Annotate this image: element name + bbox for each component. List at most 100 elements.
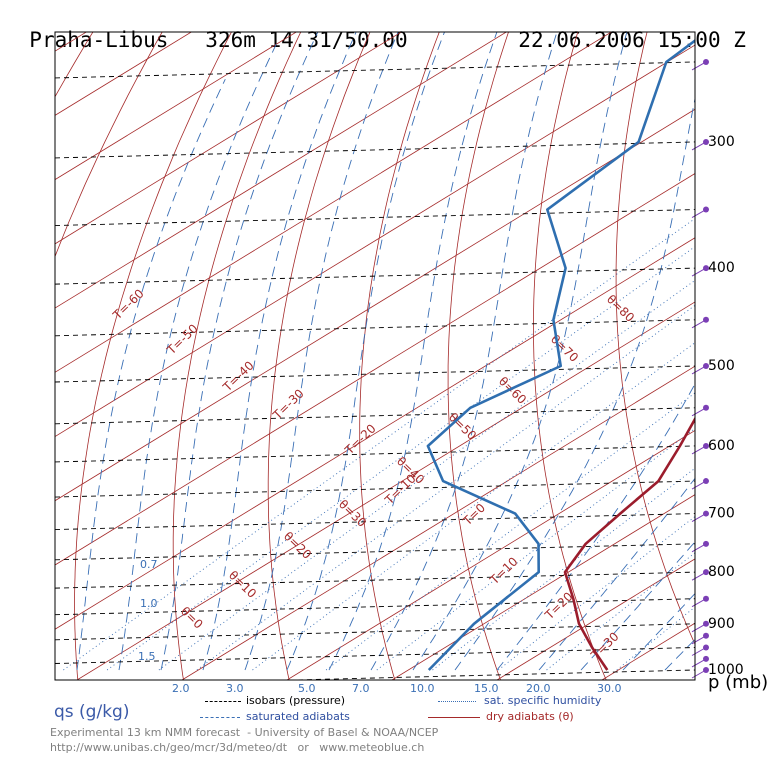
profiles-layer <box>426 38 695 671</box>
wind-barb-staff <box>691 365 707 375</box>
dry-adiabat <box>533 32 607 680</box>
pressure-tick-label: 600 <box>708 438 735 454</box>
saturated-legend-swatch <box>200 717 240 718</box>
grid-layer <box>0 0 784 712</box>
wind-barbs-layer <box>691 58 709 679</box>
isotherm-line <box>55 237 695 630</box>
isotherm-line <box>55 108 695 502</box>
humidity-line <box>106 246 695 671</box>
humidity-small-label: 1.0 <box>140 597 158 610</box>
isobar-line <box>55 598 695 616</box>
isotherm-label: T=10 <box>487 554 521 587</box>
pressure-tick-label: 300 <box>708 134 735 150</box>
pressure-tick-label: 500 <box>708 358 735 374</box>
isotherm-line <box>286 429 695 680</box>
wind-barb-staff <box>691 407 707 417</box>
saturated-adiabat <box>370 32 558 671</box>
profiles-clip <box>426 38 695 671</box>
humidity-tick-label: 7.0 <box>352 682 370 695</box>
wind-barb-staff <box>691 513 707 522</box>
wind-barb-staff <box>691 480 707 490</box>
pressure-tick-label: 700 <box>708 506 735 522</box>
isotherm-label: T=-40 <box>220 358 257 394</box>
labels-layer: T=-60T=-50T=-40T=-30T=-20T=-10T=0T=10T=2… <box>110 134 744 695</box>
isobar-line <box>55 141 695 159</box>
dry-adiabat <box>774 0 784 712</box>
saturated-adiabat <box>412 32 628 671</box>
saturated-adiabat <box>328 32 498 671</box>
humidity-line <box>196 304 695 671</box>
saturated-adiabat <box>622 592 695 671</box>
dry-adiabat <box>55 32 94 98</box>
wind-barb-staff <box>691 635 707 645</box>
isotherm-line <box>55 32 613 373</box>
saturated-adiabat <box>580 541 695 671</box>
isobars-legend: isobars (pressure) <box>246 694 346 707</box>
sat-humidity-legend-swatch <box>438 701 476 702</box>
dry-adiabat <box>447 32 509 680</box>
wind-barb-staff <box>691 623 707 633</box>
grid-clip <box>0 0 784 712</box>
humidity-line <box>63 218 695 671</box>
wind-barb-staff <box>691 543 707 553</box>
humidity-small-label: 0.7 <box>140 558 158 571</box>
isobar-line <box>55 319 695 337</box>
humidity-line <box>498 515 695 671</box>
humidity-line <box>158 279 695 671</box>
isobar-line <box>55 209 695 227</box>
isobar-line <box>55 543 695 561</box>
saturated-adiabat <box>118 43 277 671</box>
isotherm-line <box>55 32 403 245</box>
dry-adiabat <box>55 32 163 258</box>
dry-adiabat <box>74 32 232 680</box>
humidity-tick-label: 20.0 <box>526 682 551 695</box>
wind-barb-staff <box>691 445 707 455</box>
humidity-tick-label: 5.0 <box>298 682 316 695</box>
wind-barb-staff <box>691 209 707 218</box>
saturated-legend: saturated adiabats <box>246 710 350 723</box>
pressure-unit-label: p (mb) <box>708 672 769 693</box>
wind-barb-staff <box>691 61 707 71</box>
saturated-adiabat <box>244 32 399 671</box>
dry-adiabat <box>172 32 302 680</box>
humidity-line <box>546 552 695 671</box>
dry-adiabat <box>0 0 153 712</box>
frame-layer <box>54 31 696 681</box>
wind-barb-staff <box>691 647 707 656</box>
wind-barb-staff <box>691 598 707 608</box>
isotherm-line <box>55 173 695 566</box>
humidity-line <box>252 342 695 671</box>
isobar-line <box>55 407 695 425</box>
pressure-tick-label: 400 <box>708 260 735 276</box>
credits-line-1: Experimental 13 km NMM forecast - Univer… <box>50 726 439 739</box>
saturated-adiabat <box>496 382 695 671</box>
wind-barb-staff <box>691 571 707 581</box>
isotherm-label: T=0 <box>460 501 488 529</box>
isobar-line <box>276 669 695 680</box>
isotherm-line <box>391 494 695 680</box>
isobar-line <box>55 647 695 664</box>
isobars-layer <box>55 61 695 680</box>
credits-line-2: http://www.unibas.ch/geo/mcr/3d/meteo/dt… <box>50 741 425 754</box>
dry-adiabat-label: θ=10 <box>226 568 259 601</box>
saturated-adiabat <box>454 96 695 671</box>
isobar-line <box>55 623 695 641</box>
wind-barb-staff <box>691 658 707 668</box>
dry-adiabat <box>267 32 371 680</box>
humidity-tick-label: 15.0 <box>474 682 499 695</box>
isobar-line <box>55 365 695 383</box>
dry-adiabat-label: θ=60 <box>496 374 529 407</box>
isobar-line <box>55 61 695 79</box>
dry-adiabat <box>696 0 784 712</box>
isotherm-line <box>181 365 695 680</box>
dry-adiabat-label: θ=0 <box>178 604 206 631</box>
pressure-tick-label: 900 <box>708 616 735 632</box>
isobar-line <box>55 480 695 498</box>
humidity-tick-label: 3.0 <box>226 682 244 695</box>
isobar-line <box>55 571 695 589</box>
humidity-small-label: 1.5 <box>138 650 156 663</box>
pressure-tick-label: 1000 <box>708 662 744 678</box>
isobar-line <box>55 267 695 285</box>
saturated-adiabat <box>76 79 226 671</box>
